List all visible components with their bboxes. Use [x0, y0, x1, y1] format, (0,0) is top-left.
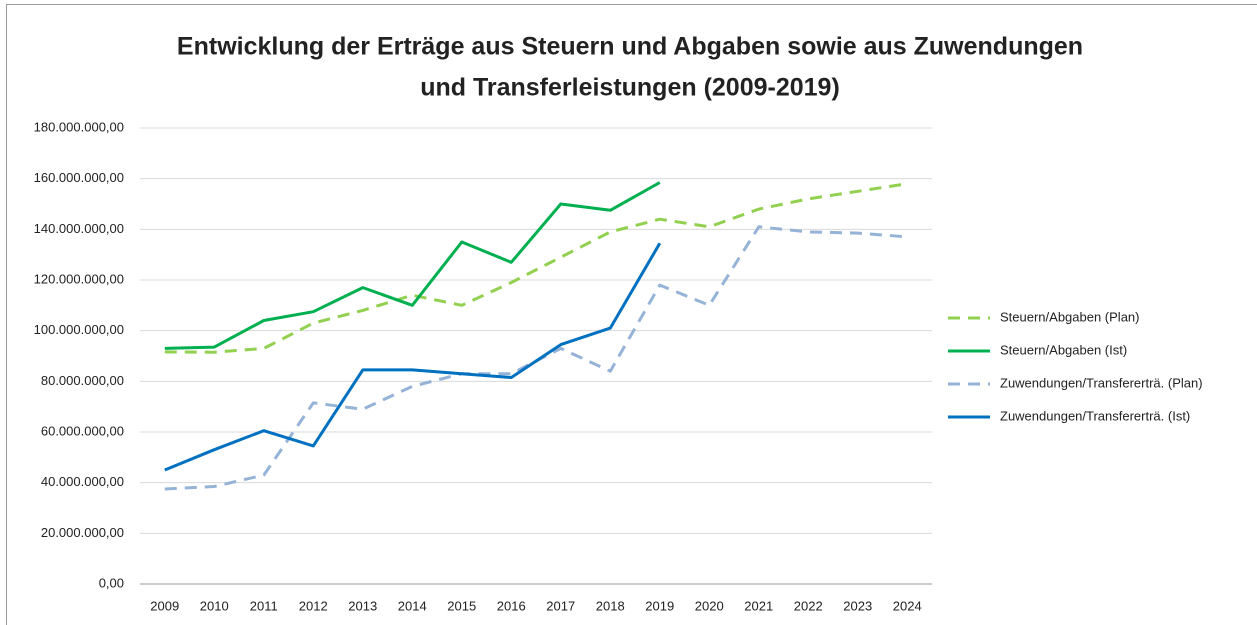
series-line	[164, 242, 662, 472]
x-tick-label: 2015	[447, 598, 476, 613]
series-line	[164, 181, 661, 350]
x-tick-label: 2014	[398, 598, 427, 613]
x-tick-label: 2024	[893, 598, 922, 613]
y-tick-label: 120.000.000,00	[34, 271, 124, 286]
x-tick-label: 2021	[744, 598, 773, 613]
x-tick-label: 2010	[200, 598, 229, 613]
chart-frame	[6, 4, 1257, 625]
x-tick-label: 2016	[497, 598, 526, 613]
legend-label: Steuern/Abgaben (Ist)	[1000, 342, 1127, 357]
chart-title: und Transferleistungen (2009-2019)	[420, 74, 840, 102]
x-tick-label: 2018	[596, 598, 625, 613]
x-tick-label: 2009	[150, 598, 179, 613]
x-tick-label: 2012	[299, 598, 328, 613]
y-tick-label: 60.000.000,00	[41, 423, 124, 438]
y-tick-label: 40.000.000,00	[41, 474, 124, 489]
x-tick-label: 2017	[546, 598, 575, 613]
y-tick-label: 180.000.000,00	[34, 119, 124, 134]
x-tick-label: 2023	[843, 598, 872, 613]
chart-title: Entwicklung der Erträge aus Steuern und …	[177, 33, 1083, 61]
y-tick-label: 20.000.000,00	[41, 525, 124, 540]
legend-label: Zuwendungen/Transfererträ. (Plan)	[1000, 375, 1203, 390]
x-tick-label: 2022	[794, 598, 823, 613]
legend-label: Steuern/Abgaben (Plan)	[1000, 309, 1139, 324]
series-line	[164, 182, 908, 354]
x-tick-label: 2013	[348, 598, 377, 613]
x-tick-label: 2011	[250, 598, 278, 613]
legend-label: Zuwendungen/Transfererträ. (Ist)	[1000, 408, 1190, 423]
y-tick-label: 100.000.000,00	[34, 322, 124, 337]
series-line	[164, 225, 908, 491]
x-tick-label: 2020	[695, 598, 724, 613]
y-tick-label: 140.000.000,00	[34, 221, 124, 236]
y-tick-label: 160.000.000,00	[34, 170, 124, 185]
y-tick-label: 0,00	[99, 575, 124, 590]
y-tick-label: 80.000.000,00	[41, 373, 124, 388]
x-tick-label: 2019	[645, 598, 674, 613]
